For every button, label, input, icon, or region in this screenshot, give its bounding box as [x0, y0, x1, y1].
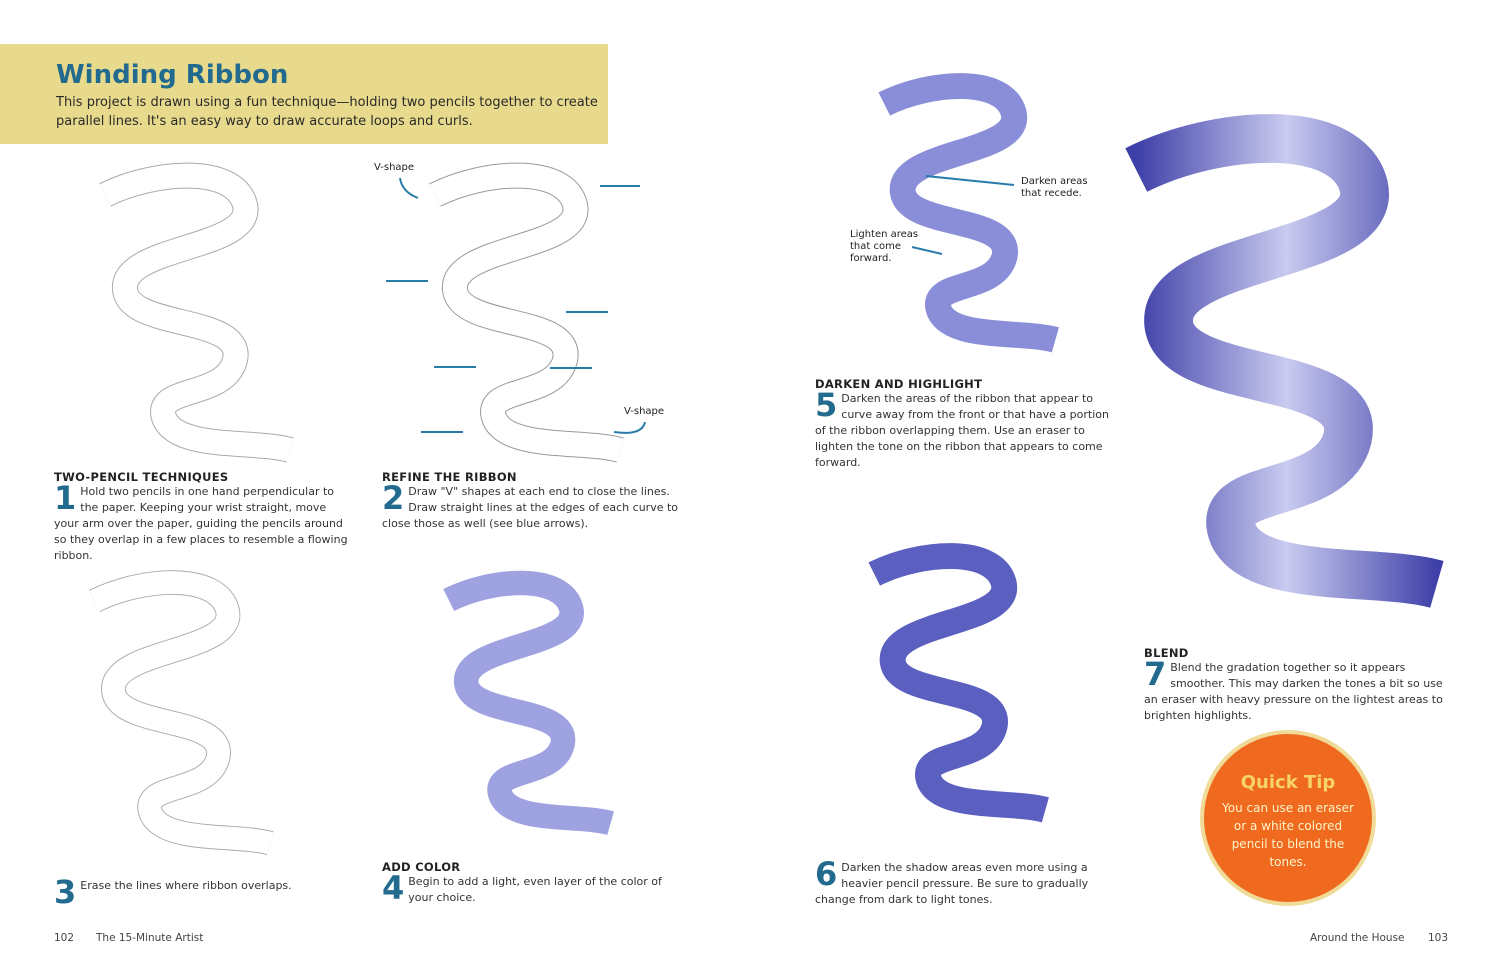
quick-tip-badge: Quick Tip You can use an eraser or a whi…	[1200, 730, 1376, 906]
step-6: 6 Darken the shadow areas even more using…	[815, 855, 1089, 906]
intro-text: This project is drawn using a fun techni…	[56, 95, 598, 129]
step-3: 3 Erase the lines where ribbon overlaps.	[54, 873, 292, 911]
title-banner	[0, 44, 608, 144]
step-2: REFINE THE RIBBON 2 Draw "V" shapes at ea…	[382, 470, 679, 530]
lighten-label: Lighten areas that come forward.	[850, 229, 919, 264]
right-page-number: 103	[1428, 932, 1449, 944]
right-running-title: Around the House	[1310, 932, 1405, 944]
vshape-label-top: V-shape	[374, 162, 415, 173]
step-4: ADD COLOR 4 Begin to add a light, even la…	[382, 860, 662, 907]
step-7: BLEND 7 Blend the gradation together so i…	[1144, 646, 1443, 722]
darken-label: Darken areas that recede.	[1021, 176, 1088, 199]
left-running-title: The 15-Minute Artist	[96, 932, 204, 944]
step-5: DARKEN AND HIGHLIGHT 5 Darken the areas o…	[815, 377, 1109, 469]
page-title: Winding Ribbon	[56, 60, 289, 90]
left-page-number: 102	[54, 932, 75, 944]
vshape-label-bottom: V-shape	[624, 406, 665, 417]
step-1: TWO-PENCIL TECHNIQUES 1 Hold two pencils …	[54, 470, 348, 562]
